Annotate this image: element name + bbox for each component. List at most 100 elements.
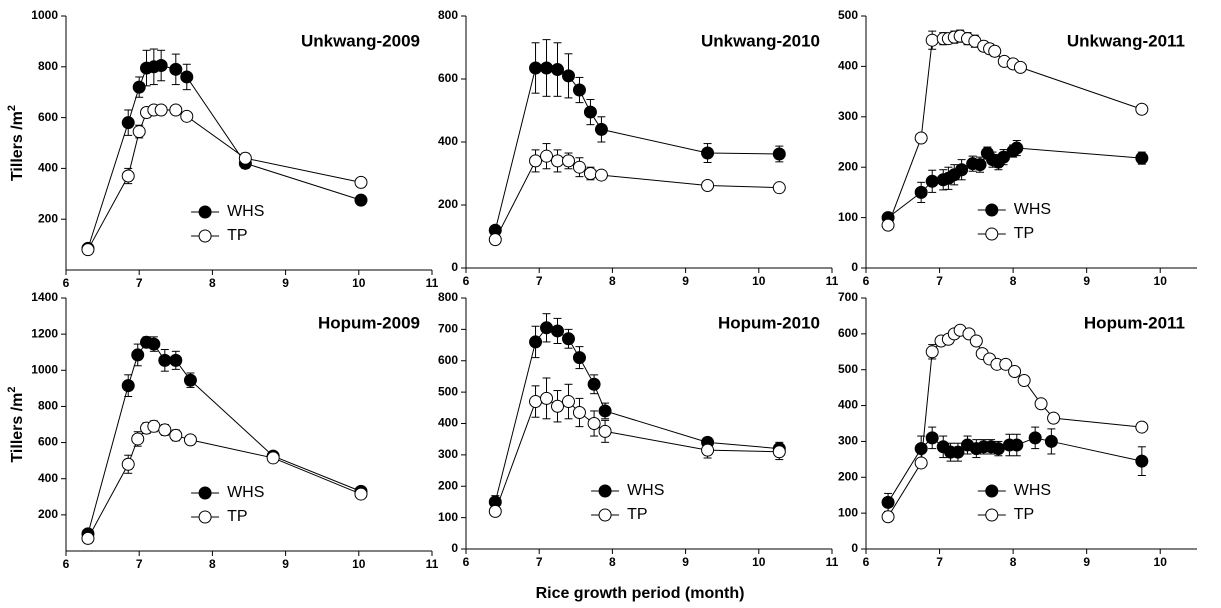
data-point [132, 125, 146, 139]
data-point [772, 181, 786, 195]
y-tick-label: 200 [438, 197, 458, 211]
legend-marker [598, 508, 612, 522]
y-axis-label-sup: 2 [6, 105, 18, 111]
legend-label: TP [1014, 225, 1034, 242]
y-tick-label: 200 [838, 469, 858, 483]
data-point [551, 63, 564, 77]
data-point [594, 168, 608, 182]
y-tick-label: 700 [838, 290, 858, 304]
data-point [132, 80, 146, 94]
data-point [1044, 434, 1058, 448]
data-point [131, 348, 145, 362]
data-point [701, 178, 715, 192]
data-point [266, 451, 280, 465]
data-point [561, 154, 575, 168]
data-point [121, 116, 135, 130]
y-tick-label: 1000 [31, 362, 58, 376]
data-point [925, 33, 939, 47]
data-point [540, 391, 554, 405]
data-point [1135, 102, 1149, 116]
x-tick-label: 11 [426, 557, 439, 571]
x-tick-label: 10 [1154, 555, 1168, 569]
x-tick-label: 7 [936, 274, 943, 288]
x-tick-label: 10 [752, 274, 766, 288]
x-tick-label: 8 [209, 276, 216, 290]
data-point [169, 428, 183, 442]
data-point [183, 433, 197, 447]
x-tick-label: 9 [1083, 274, 1090, 288]
x-tick-label: 8 [1010, 274, 1017, 288]
data-point [488, 504, 502, 518]
y-tick-label: 800 [38, 59, 58, 73]
y-tick-label: 600 [838, 326, 858, 340]
legend-marker [985, 203, 999, 217]
y-tick-label: 1200 [31, 326, 58, 340]
data-point [583, 167, 597, 180]
data-point [1017, 373, 1031, 387]
panel: 0 100 200 300 400 500 600 700 800 6 7 8 9 10 11 Hopum-2… [438, 290, 839, 569]
legend-label: TP [1014, 506, 1034, 523]
data-point [238, 151, 252, 165]
data-point [587, 417, 601, 430]
data-point [540, 61, 554, 75]
x-tick-label: 9 [1083, 555, 1090, 569]
data-point [914, 185, 928, 199]
y-tick-label: 400 [38, 161, 58, 175]
data-point [551, 324, 564, 338]
data-point [158, 423, 172, 437]
data-point [951, 445, 965, 459]
y-tick-label: 100 [838, 210, 858, 224]
data-point [1008, 365, 1022, 379]
panel-title: Unkwang-2010 [701, 31, 820, 50]
data-point [354, 193, 368, 207]
data-point [988, 44, 1002, 58]
y-tick-label: 600 [38, 110, 58, 124]
y-tick-label: 0 [851, 541, 858, 555]
panel: 0 100 200 300 400 500 6 7 8 9 10 Unkwang-2011 WHS TP [838, 8, 1197, 288]
data-point [1010, 438, 1024, 452]
y-tick-label: 500 [838, 362, 858, 376]
y-tick-label: 100 [438, 510, 458, 524]
y-tick-label: 500 [438, 384, 458, 398]
data-point [701, 443, 715, 457]
data-point [183, 373, 197, 387]
data-point [925, 345, 939, 359]
legend-marker [598, 484, 612, 498]
y-tick-label: 200 [38, 211, 58, 225]
legend-label: WHS [627, 482, 664, 499]
y-tick-label: 0 [451, 541, 458, 555]
x-tick-label: 10 [752, 555, 766, 569]
y-tick-label: 1400 [31, 290, 58, 304]
data-point [354, 487, 368, 501]
data-point [561, 69, 575, 83]
data-point [529, 335, 543, 349]
data-point [540, 149, 554, 163]
series-line [494, 327, 780, 503]
data-point [561, 332, 575, 346]
x-tick-label: 6 [463, 274, 470, 288]
y-tick-label: 200 [38, 507, 58, 521]
x-tick-label: 7 [136, 276, 143, 290]
data-point [583, 105, 597, 119]
data-point [180, 109, 194, 123]
y-axis-label-text: Tillers /m [9, 393, 26, 463]
x-tick-label: 10 [1154, 274, 1168, 288]
data-point [529, 154, 543, 168]
x-tick-label: 8 [609, 555, 616, 569]
y-tick-label: 0 [451, 260, 458, 274]
data-point [587, 377, 601, 391]
y-tick-label: 100 [838, 505, 858, 519]
data-point [598, 424, 612, 438]
data-point [598, 404, 612, 418]
x-tick-label: 6 [463, 555, 470, 569]
panel: 200 400 600 800 1000 1200 1400 6 7 8 9 10 11 Hopum-20… [6, 290, 439, 571]
data-point [561, 395, 575, 409]
data-point [81, 531, 95, 545]
legend-label: WHS [1014, 482, 1051, 499]
y-tick-label: 300 [838, 109, 858, 123]
legend-label: WHS [227, 484, 264, 501]
legend-marker [198, 486, 212, 500]
data-point [572, 351, 586, 365]
data-point [572, 83, 586, 97]
data-point [594, 122, 608, 136]
